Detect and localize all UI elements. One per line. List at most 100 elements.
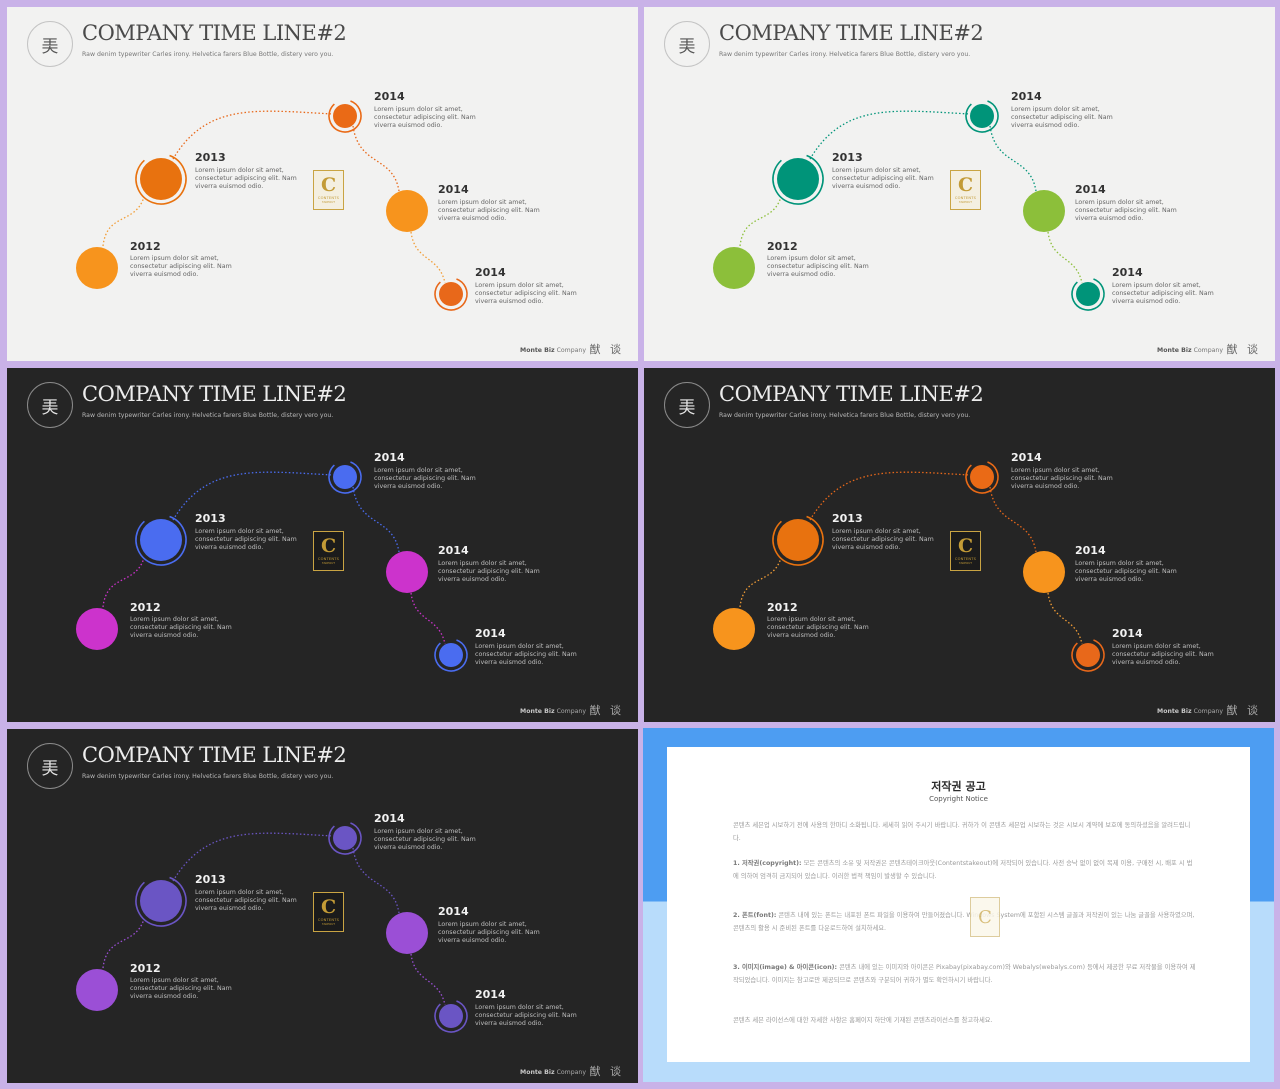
footer-brand: Monte Biz Company: [520, 1069, 586, 1076]
timeline-description: Lorem ipsum dolor sit amet, consectetur a…: [438, 921, 543, 945]
timeline-description: Lorem ipsum dolor sit amet, consectetur a…: [1112, 282, 1217, 306]
slide-title: COMPANY TIME LINE#2: [82, 743, 347, 767]
timeline-slide-3: 㺯 COMPANY TIME LINE#2 Raw denim typewriter…: [7, 368, 638, 722]
description-line: consectetur adipiscing elit. Nam: [130, 985, 232, 992]
footer-brand-name: Monte Biz: [1157, 347, 1192, 354]
description-line: consectetur adipiscing elit. Nam: [195, 897, 297, 904]
description-line: Lorem ipsum dolor sit amet,: [130, 977, 219, 984]
description-line: viverra euismod odio.: [438, 576, 507, 583]
timeline-connector: [1047, 592, 1083, 645]
description-line: Lorem ipsum dolor sit amet,: [1075, 199, 1164, 206]
logo-glyph: 㺯: [41, 36, 59, 57]
description-line: consectetur adipiscing elit. Nam: [832, 175, 934, 182]
timeline-slide-5: 㺯 COMPANY TIME LINE#2 Raw denim typewriter…: [7, 729, 638, 1083]
timeline-description: Lorem ipsum dolor sit amet, consectetur a…: [475, 1004, 580, 1028]
notice-text-3: 콘텐츠 내에 있는 이미지와 아이콘은 Pixabay(pixabay.com)…: [733, 964, 1196, 984]
badge-letter: C: [320, 896, 337, 918]
description-line: consectetur adipiscing elit. Nam: [1112, 290, 1214, 297]
description-line: viverra euismod odio.: [1075, 215, 1144, 222]
description-line: Lorem ipsum dolor sit amet,: [1011, 106, 1100, 113]
timeline-connector: [352, 125, 400, 192]
timeline-description: Lorem ipsum dolor sit amet, consectetur a…: [195, 167, 300, 191]
description-line: viverra euismod odio.: [1112, 659, 1181, 666]
timeline-connector: [352, 847, 400, 914]
footer-glyph-icon: 猷 谈: [589, 1065, 624, 1078]
footer-company: Company: [556, 1069, 586, 1076]
timeline-node-5: [439, 1004, 463, 1028]
timeline-node-ring: [434, 999, 468, 1033]
timeline-node-4: [386, 912, 428, 954]
description-line: consectetur adipiscing elit. Nam: [767, 263, 869, 270]
timeline-node-ring: [328, 99, 362, 133]
slide-title: COMPANY TIME LINE#2: [719, 382, 984, 406]
description-line: Lorem ipsum dolor sit amet,: [1075, 560, 1164, 567]
timeline-node-1: [713, 608, 755, 650]
timeline-connector: [809, 471, 971, 521]
description-line: consectetur adipiscing elit. Nam: [1075, 568, 1177, 575]
timeline-description: Lorem ipsum dolor sit amet, consectetur a…: [374, 106, 479, 130]
badge-subtext: TAKEOUT: [322, 922, 335, 926]
footer-brand-name: Monte Biz: [520, 708, 555, 715]
description-line: Lorem ipsum dolor sit amet,: [195, 889, 284, 896]
footer-company: Company: [1193, 708, 1223, 715]
description-line: viverra euismod odio.: [767, 632, 836, 639]
timeline-description: Lorem ipsum dolor sit amet, consectetur a…: [832, 528, 937, 552]
timeline-description: Lorem ipsum dolor sit amet, consectetur a…: [767, 255, 872, 279]
timeline-description: Lorem ipsum dolor sit amet, consectetur a…: [130, 977, 235, 1001]
description-line: Lorem ipsum dolor sit amet,: [475, 1004, 564, 1011]
notice-paper: 저작권 공고 Copyright Notice 콘텐츠 세븐업 시보하기 전에 …: [667, 747, 1250, 1062]
timeline-year: 2012: [130, 962, 161, 975]
description-line: Lorem ipsum dolor sit amet,: [374, 106, 463, 113]
logo-circle: 㺯: [27, 743, 73, 789]
badge-text: CONTENTS: [317, 196, 340, 200]
logo-circle: 㺯: [27, 21, 73, 67]
slide-subtitle: Raw denim typewriter Carles irony. Helve…: [82, 773, 334, 780]
footer-brand-name: Monte Biz: [520, 347, 555, 354]
timeline-description: Lorem ipsum dolor sit amet, consectetur a…: [195, 889, 300, 913]
footer-company: Company: [556, 347, 586, 354]
timeline-connector: [172, 471, 334, 521]
timeline-year: 2014: [438, 544, 469, 557]
timeline-node-1: [76, 969, 118, 1011]
timeline-graphic: [713, 99, 1105, 311]
timeline-year: 2013: [832, 151, 863, 164]
timeline-year: 2014: [475, 627, 506, 640]
footer-glyph-icon: 猷 谈: [589, 343, 624, 356]
timeline-connector: [989, 125, 1037, 192]
timeline-node-2: [777, 158, 819, 200]
contents-takeout-badge: C CONTENTS TAKEOUT: [313, 531, 344, 571]
description-line: viverra euismod odio.: [832, 544, 901, 551]
description-line: viverra euismod odio.: [1112, 298, 1181, 305]
description-line: viverra euismod odio.: [832, 183, 901, 190]
contents-takeout-badge: C CONTENTS TAKEOUT: [313, 892, 344, 932]
description-line: consectetur adipiscing elit. Nam: [767, 624, 869, 631]
timeline-description: Lorem ipsum dolor sit amet, consectetur a…: [1011, 106, 1116, 130]
timeline-year: 2014: [475, 266, 506, 279]
timeline-graphic: [76, 460, 468, 672]
timeline-connector: [410, 953, 446, 1006]
timeline-description: Lorem ipsum dolor sit amet, consectetur a…: [130, 616, 235, 640]
timeline-connector: [1047, 231, 1083, 284]
badge-subtext: TAKEOUT: [959, 200, 972, 204]
timeline-year: 2013: [832, 512, 863, 525]
footer-company: Company: [556, 708, 586, 715]
badge-subtext: TAKEOUT: [322, 561, 335, 565]
timeline-node-1: [76, 608, 118, 650]
description-line: consectetur adipiscing elit. Nam: [130, 624, 232, 631]
description-line: consectetur adipiscing elit. Nam: [475, 651, 577, 658]
timeline-node-ring: [434, 277, 468, 311]
logo-glyph: 㺯: [678, 397, 696, 418]
description-line: viverra euismod odio.: [195, 183, 264, 190]
timeline-node-ring: [135, 153, 187, 205]
timeline-description: Lorem ipsum dolor sit amet, consectetur a…: [374, 467, 479, 491]
timeline-description: Lorem ipsum dolor sit amet, consectetur a…: [130, 255, 235, 279]
description-line: viverra euismod odio.: [130, 271, 199, 278]
notice-subtitle: Copyright Notice: [929, 795, 988, 803]
timeline-node-ring: [135, 875, 187, 927]
description-line: viverra euismod odio.: [438, 937, 507, 944]
description-line: consectetur adipiscing elit. Nam: [374, 114, 476, 121]
timeline-connector: [172, 110, 334, 160]
timeline-node-3: [970, 104, 994, 128]
timeline-description: Lorem ipsum dolor sit amet, consectetur a…: [1011, 467, 1116, 491]
timeline-description: Lorem ipsum dolor sit amet, consectetur a…: [1075, 199, 1180, 223]
